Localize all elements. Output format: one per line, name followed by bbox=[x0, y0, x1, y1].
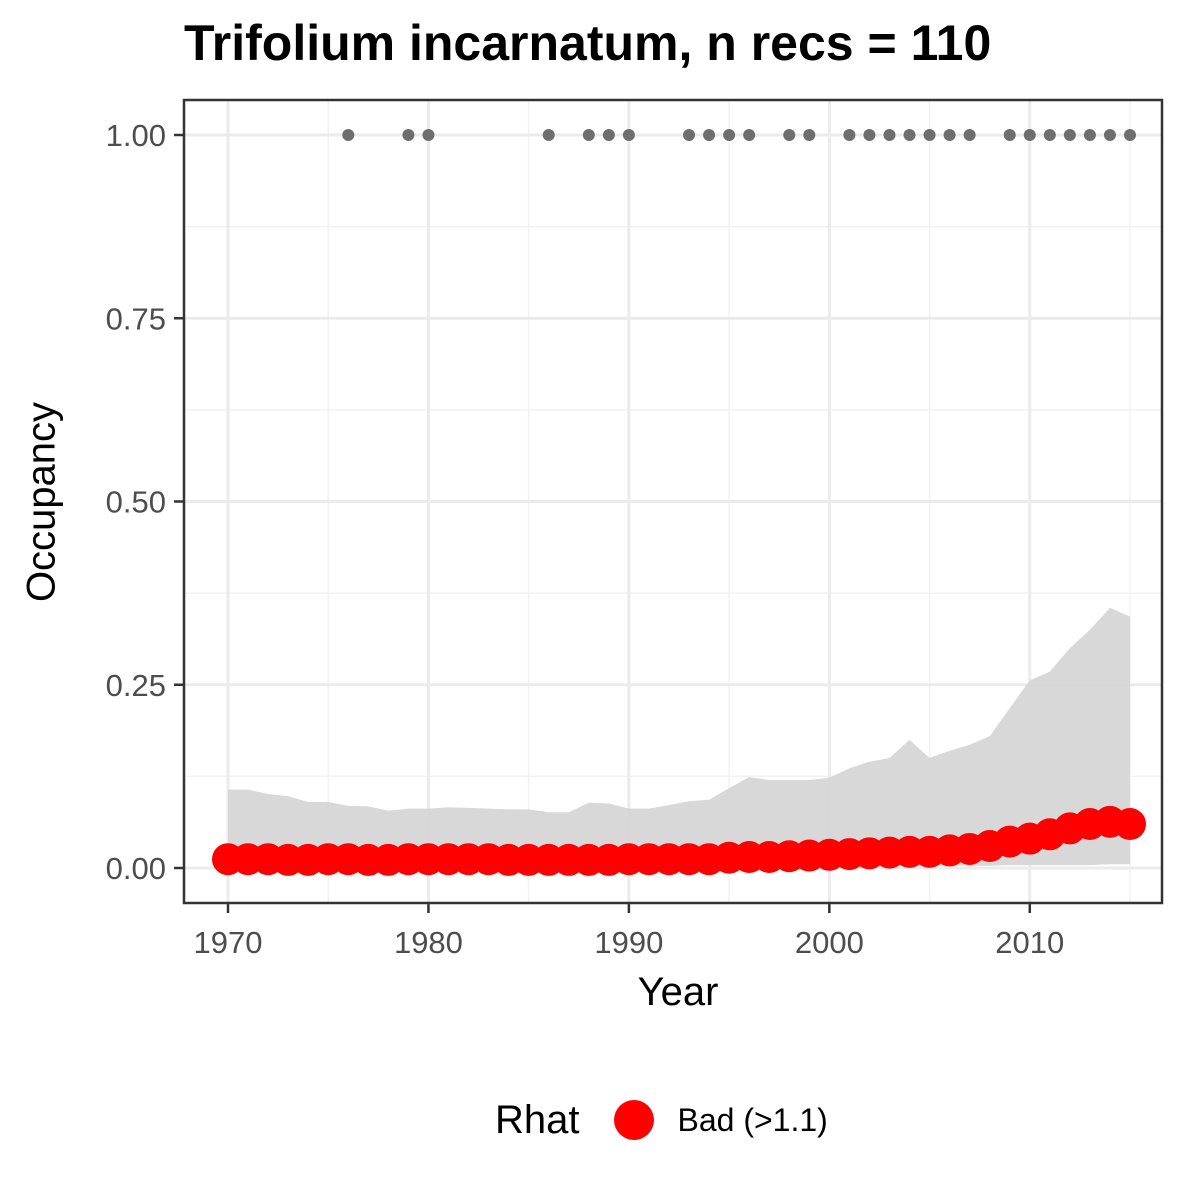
x-axis-label: Year bbox=[637, 970, 719, 1014]
record-point-2003 bbox=[883, 129, 896, 141]
x-tick-label: 1980 bbox=[394, 925, 463, 960]
record-point-1993 bbox=[683, 129, 696, 141]
y-tick-label: 0.75 bbox=[106, 301, 166, 336]
record-point-2004 bbox=[903, 129, 916, 141]
x-tick-label: 1990 bbox=[594, 925, 663, 960]
record-point-2010 bbox=[1023, 129, 1036, 141]
credible-interval-ribbon bbox=[228, 607, 1130, 867]
occupancy-point-2015 bbox=[1114, 808, 1146, 841]
record-point-2006 bbox=[943, 129, 956, 141]
y-tick-label: 0.00 bbox=[106, 851, 166, 886]
record-point-2011 bbox=[1043, 129, 1056, 141]
record-point-1996 bbox=[743, 129, 756, 141]
record-point-2012 bbox=[1063, 129, 1076, 141]
record-point-1994 bbox=[703, 129, 716, 141]
record-point-1999 bbox=[803, 129, 816, 141]
record-point-2009 bbox=[1003, 129, 1016, 141]
record-point-1979 bbox=[402, 129, 415, 141]
record-point-2002 bbox=[863, 129, 876, 141]
y-tick-label: 1.00 bbox=[106, 118, 166, 153]
y-axis-label: Occupancy bbox=[19, 401, 64, 603]
record-point-1990 bbox=[622, 129, 635, 141]
record-point-1995 bbox=[723, 129, 736, 141]
record-point-1998 bbox=[783, 129, 796, 141]
record-point-1976 bbox=[342, 129, 355, 141]
record-point-2005 bbox=[923, 129, 936, 141]
legend-key-bad bbox=[613, 1100, 654, 1140]
record-point-1989 bbox=[602, 129, 615, 141]
record-point-2015 bbox=[1124, 129, 1136, 141]
legend-title: Rhat bbox=[495, 1097, 580, 1142]
x-tick-label: 2000 bbox=[795, 925, 864, 960]
record-point-1980 bbox=[422, 129, 435, 141]
record-point-2014 bbox=[1103, 129, 1116, 141]
chart-title: Trifolium incarnatum, n recs = 110 bbox=[184, 15, 992, 71]
record-point-2013 bbox=[1083, 129, 1096, 141]
record-point-2007 bbox=[963, 129, 976, 141]
legend: Rhat Bad (>1.1) bbox=[495, 1095, 828, 1145]
record-point-1988 bbox=[582, 129, 595, 141]
x-tick-label: 1970 bbox=[194, 925, 263, 960]
record-point-2001 bbox=[843, 129, 856, 141]
y-tick-label: 0.25 bbox=[106, 668, 166, 703]
x-tick-label: 2010 bbox=[995, 925, 1064, 960]
y-tick-label: 0.50 bbox=[106, 485, 166, 520]
record-point-1986 bbox=[542, 129, 555, 141]
legend-label-bad: Bad (>1.1) bbox=[677, 1101, 828, 1138]
